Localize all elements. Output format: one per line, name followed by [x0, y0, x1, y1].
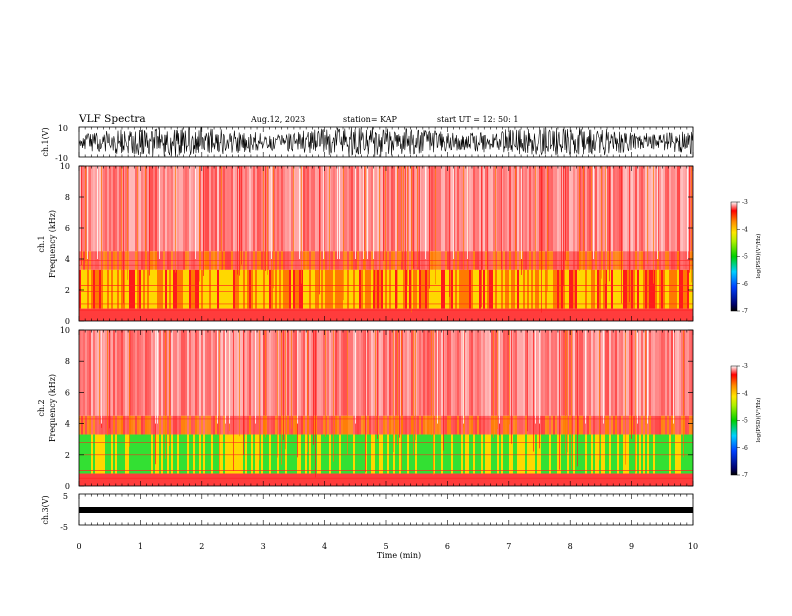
- ytick-label: 10: [60, 162, 70, 171]
- colorbar-tick-label: -3: [742, 199, 748, 206]
- xtick-label: 7: [506, 542, 511, 551]
- ytick-label: 0: [65, 482, 70, 491]
- colorbar-tick-label: -6: [742, 281, 748, 288]
- xtick-label: 4: [322, 542, 327, 551]
- ytick-label: 6: [65, 224, 70, 233]
- colorbar-tick-label: -6: [742, 445, 748, 452]
- ch1-spectrogram-image: [79, 166, 693, 321]
- colorbar-tick-label: -5: [742, 254, 748, 261]
- xtick-label: 10: [688, 542, 698, 551]
- ch1-colorbar-label: log(PSD)(V²/Hz): [755, 234, 762, 279]
- colorbar-tick-label: -3: [742, 363, 748, 370]
- time-axis-label: Time (min): [377, 551, 421, 560]
- ch1-ytick-top: 10: [58, 124, 68, 133]
- station-label: station= KAP: [343, 115, 398, 124]
- ch1-colorbar: [730, 201, 738, 312]
- date-label: Aug.12, 2023: [250, 115, 305, 124]
- xtick-label: 3: [261, 542, 266, 551]
- xtick-label: 6: [445, 542, 450, 551]
- colorbar-tick-label: -5: [742, 418, 748, 425]
- ch2-spectrogram-image: [79, 330, 693, 486]
- ch3-waveform-trace: [79, 507, 693, 513]
- ch2-colorbar-label: log(PSD)(V²/Hz): [755, 398, 762, 443]
- ch3-ytick-top: 5: [63, 492, 68, 501]
- xtick-label: 9: [629, 542, 634, 551]
- ytick-label: 2: [65, 451, 70, 460]
- ytick-label: 6: [65, 388, 70, 397]
- ch2-spectrogram-ylabel-line2: Frequency (kHz): [48, 374, 57, 442]
- xtick-label: 8: [568, 542, 573, 551]
- ytick-label: 8: [65, 357, 70, 366]
- time-axis: 0 1 2 3 4 5 6 7 8 9 10: [76, 127, 698, 551]
- ch1-waveform-trace: [79, 127, 693, 157]
- ch3-waveform-panel: 5 -5 ch.3(V): [41, 492, 694, 532]
- colorbar-tick-label: -4: [742, 226, 748, 233]
- colorbar-tick-label: -7: [742, 308, 748, 315]
- xtick-label: 1: [138, 542, 143, 551]
- ytick-label: 8: [65, 193, 70, 202]
- xtick-label: 0: [76, 542, 81, 551]
- ytick-label: 2: [65, 286, 70, 295]
- ytick-label: 10: [60, 326, 70, 335]
- ch1-waveform-panel: 10 -10 ch.1(V): [41, 124, 694, 163]
- ytick-label: 4: [65, 420, 70, 429]
- colorbar-tick-label: -4: [742, 390, 748, 397]
- ch2-colorbar: [730, 365, 738, 476]
- ytick-label: 4: [65, 255, 70, 264]
- xtick-label: 5: [383, 542, 388, 551]
- ch3-ytick-bottom: -5: [60, 523, 68, 532]
- colorbar-tick-label: -7: [742, 472, 748, 479]
- ch1-waveform-ylabel: ch.1(V): [41, 127, 50, 156]
- figure-title: VLF Spectra: [78, 113, 146, 125]
- start-ut-label: start UT = 12: 50: 1: [437, 115, 518, 124]
- ch1-spectrogram-ylabel-line1: ch.1: [37, 235, 46, 252]
- xtick-label: 2: [199, 542, 204, 551]
- ch1-ytick-bottom: -10: [55, 154, 68, 163]
- ch2-spectrogram-ylabel-line1: ch.2: [37, 399, 46, 416]
- ch1-spectrogram-ylabel-line2: Frequency (kHz): [48, 210, 57, 278]
- ch3-waveform-ylabel: ch.3(V): [41, 495, 50, 524]
- ytick-label: 0: [65, 317, 70, 326]
